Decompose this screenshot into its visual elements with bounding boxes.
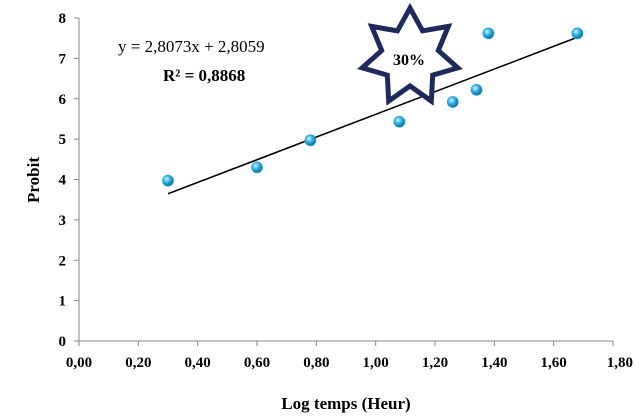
x-tick-label: 0,20 xyxy=(125,355,151,371)
data-point xyxy=(251,161,263,174)
badge-label: 30% xyxy=(393,52,425,69)
y-tick-label: 5 xyxy=(59,132,67,148)
x-tick-label: 1,00 xyxy=(363,355,389,371)
star-badge-shape xyxy=(357,2,463,106)
x-tick-label: 0,00 xyxy=(66,355,92,371)
y-tick-label: 4 xyxy=(59,173,67,189)
y-tick-label: 1 xyxy=(59,294,67,310)
x-tick-label: 0,80 xyxy=(303,355,329,371)
trendline xyxy=(167,36,578,195)
trendline-path xyxy=(167,36,578,195)
y-tick-label: 7 xyxy=(59,51,67,67)
data-point xyxy=(393,115,406,128)
x-axis-title: Log temps (Heur) xyxy=(281,394,410,413)
data-point xyxy=(162,174,174,187)
data-point xyxy=(470,83,483,96)
data-points xyxy=(162,27,584,187)
y-axis-title: Probit xyxy=(24,157,43,203)
y-tick-label: 0 xyxy=(59,334,67,350)
percent-badge: 30% xyxy=(357,2,463,106)
y-tick-label: 2 xyxy=(59,253,67,269)
y-tick-label: 6 xyxy=(59,92,67,108)
r-squared-label: R² = 0,8868 xyxy=(163,66,245,85)
y-axis-ticks: 0 1 2 3 4 5 6 7 8 xyxy=(59,11,79,350)
x-tick-label: 1,60 xyxy=(541,355,567,371)
data-point xyxy=(304,134,317,147)
x-tick-label: 1,80 xyxy=(607,355,633,371)
x-axis-ticks: 0,00 0,20 0,40 0,60 0,80 1,00 1,20 1,40 1,60 1,80 xyxy=(66,341,633,371)
x-tick-label: 0,40 xyxy=(185,355,211,371)
y-tick-label: 8 xyxy=(59,11,67,27)
x-tick-label: 1,20 xyxy=(422,355,448,371)
data-point xyxy=(571,27,584,40)
trend-equation: y = 2,8073x + 2,8059 xyxy=(118,37,265,56)
data-point xyxy=(446,96,459,108)
x-tick-label: 0,60 xyxy=(244,355,270,371)
y-tick-label: 3 xyxy=(59,213,67,229)
data-point xyxy=(482,27,495,40)
x-tick-label: 1,40 xyxy=(481,355,507,371)
